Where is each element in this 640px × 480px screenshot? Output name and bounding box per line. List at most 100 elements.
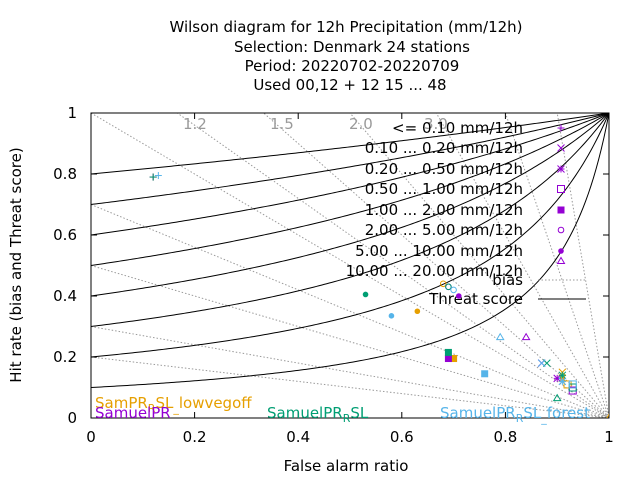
bias-line [91,326,609,418]
legend-marker-cross [557,144,565,152]
exp-forest-part-2: R [516,412,524,425]
legend-marker-triangle [556,256,566,264]
legend-label-class-5: 1.00 ... 2.00 mm/12h [365,201,523,219]
point-4-filled-square [481,370,489,378]
threat-score-curve [91,113,609,358]
point-4-filled-circle [388,313,395,319]
legend: <= 0.10 mm/12h 0.10 ... 0.20 mm/12h 0.20… [346,119,586,308]
legend-marker-filled-square [557,206,565,214]
experiment-label-lowvegoff: SamPRRSL_lowvegoff [95,394,252,415]
bias-label-3-0: 3.0 [424,115,448,133]
experiment-labels: SamPRRSL_lowvegoff SamuelPR SamuelPRRSL … [95,394,590,425]
point-1-filled-square [450,355,458,363]
threat-score-curve [91,113,609,205]
y-tick-labels: 0 0.2 0.4 0.6 0.8 1 [53,104,77,427]
bias-line [91,265,609,418]
point-3-circle [445,283,452,291]
exp-lowvegoff-part-5: lowvegoff [179,394,252,412]
point-4-star [558,377,567,386]
experiment-label-samuelpr: SamuelPR [95,404,171,422]
title-line-4: Used 00,12 + 12 15 ... 48 [253,76,446,94]
point-4-circle [450,286,457,294]
legend-label-class-2: 0.10 ... 0.20 mm/12h [365,139,523,157]
threat-score-curves [91,113,609,388]
bias-labels: 1.2 1.5 2.0 3.0 [183,115,448,133]
legend-label-class-4: 0.50 ... 1.00 mm/12h [365,180,523,198]
legend-label-class-7: 5.00 ... 10.00 mm/12h [355,242,523,260]
point-3-triangle [552,393,562,402]
y-tick-0-4: 0.4 [53,287,77,305]
exp-rsl-part-2: R [343,412,351,425]
legend-marker-plus [557,124,565,132]
bias-label-1-2: 1.2 [183,115,207,133]
title-line-3: Period: 20220702-20220709 [245,57,460,75]
exp-forest-part-1: SamuelPR [440,404,516,422]
bias-line [91,113,609,418]
point-3-plus [149,173,157,181]
x-tick-0-4: 0.4 [286,428,310,446]
point-3-filled-square [444,348,452,356]
title-line-1: Wilson diagram for 12h Precipitation (mm… [169,18,522,36]
point-2-triangle [521,332,531,341]
bias-lines [91,113,609,418]
threat-score-curve [91,113,609,236]
legend-label-class-1: <= 0.10 mm/12h [392,119,523,137]
point-1-filled-circle [414,308,421,315]
axis-ticks [90,112,610,419]
x-tick-0-6: 0.6 [390,428,414,446]
legend-marker-square [557,185,565,193]
exp-forest-part-3: SL [523,404,542,422]
point-2-filled-square [444,355,452,363]
x-tick-0-8: 0.8 [493,428,517,446]
threat-score-curve [91,113,609,266]
exp-lowvegoff-part-4: _ [172,402,179,415]
exp-lowvegoff-part-1: SamPR [95,394,148,412]
y-tick-0: 0 [67,409,77,427]
threat-score-curve [91,113,609,327]
x-tick-0-2: 0.2 [183,428,207,446]
legend-marker-star [557,165,565,173]
experiment-label-samuelpr-rsl-forest: SamuelPRRSL_forest [440,404,590,425]
exp-rsl-part-3: SL [350,404,369,422]
exp-lowvegoff-part-2: R [148,402,156,415]
point-4-cross [537,359,546,367]
experiment-label-samuelpr-rsl: SamuelPRRSL [267,404,369,425]
y-tick-1: 1 [67,104,77,122]
y-axis-label: Hit rate (bias and Threat score) [7,147,25,382]
x-axis-label: False alarm ratio [284,457,409,475]
exp-forest-part-5: forest [547,404,590,422]
threat-score-curve [91,113,609,388]
plot-frame [90,112,610,419]
bias-line [91,204,609,418]
x-tick-0: 0 [86,428,96,446]
threat-score-curve [91,113,609,297]
threat-score-curve [91,113,609,175]
data-points [149,172,609,418]
x-tick-labels: 0 0.2 0.4 0.6 0.8 1 [86,428,614,446]
bias-line [176,113,609,418]
y-tick-0-2: 0.2 [53,348,77,366]
title-line-2: Selection: Denmark 24 stations [234,38,470,56]
legend-label-bias: bias [492,271,523,289]
exp-rsl-part-1: SamuelPR [267,404,343,422]
point-1-triangle [606,413,609,418]
bias-line [91,356,609,418]
chart-title: Wilson diagram for 12h Precipitation (mm… [169,18,522,94]
y-tick-0-6: 0.6 [53,226,77,244]
y-tick-0-8: 0.8 [53,165,77,183]
point-4-triangle [495,332,505,341]
point-3-filled-circle [362,291,369,298]
point-2-star [553,374,562,383]
bias-label-2-0: 2.0 [349,115,373,133]
point-4-square [568,380,577,389]
exp-forest-part-4: _ [540,412,547,425]
point-2-filled-circle [455,293,462,299]
point-3-star [558,371,567,380]
legend-label-threat-score: Threat score [428,290,523,308]
exp-lowvegoff-part-3: SL [155,394,174,412]
point-4-plus [154,172,162,180]
x-tick-1: 1 [604,428,614,446]
legend-label-class-8: 10.00 ... 20.00 mm/12h [346,262,523,280]
legend-marker-filled-circle [558,248,564,254]
